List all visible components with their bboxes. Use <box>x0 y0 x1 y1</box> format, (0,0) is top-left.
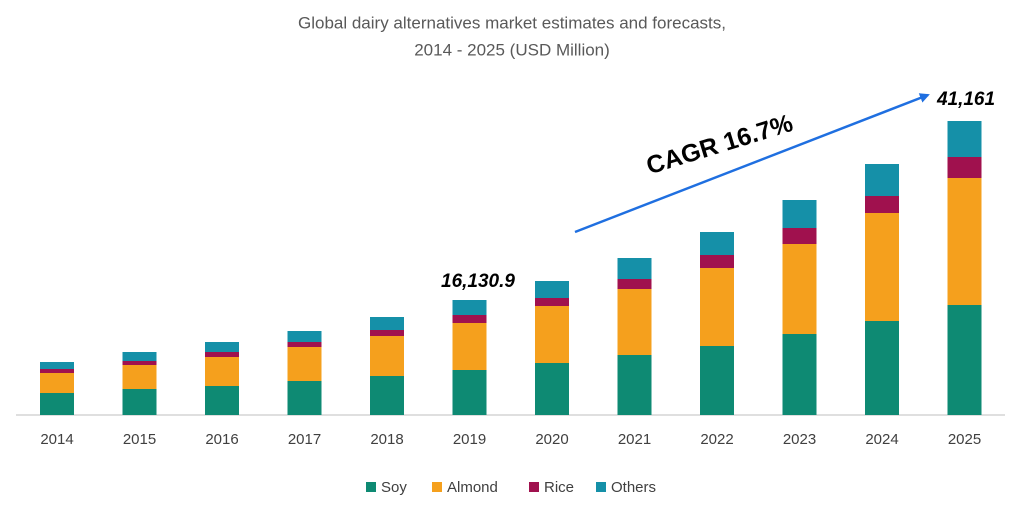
legend-label: Rice <box>544 479 574 496</box>
bar-segment <box>535 281 569 298</box>
x-tick-label: 2017 <box>288 431 321 448</box>
x-tick-label: 2025 <box>948 431 981 448</box>
cagr-label: CAGR 16.7% <box>643 109 796 180</box>
annotation: 16,130.9 <box>441 271 515 292</box>
cagr-arrow <box>574 93 930 234</box>
bar-segment <box>617 279 652 289</box>
chart-title: 2014 - 2025 (USD Million) <box>414 40 610 59</box>
bar-segment <box>782 244 817 334</box>
annotation: 41,161 <box>936 89 995 110</box>
bar-segment <box>370 330 404 336</box>
bar-segment <box>535 363 569 415</box>
legend-swatch <box>366 482 376 492</box>
bar-segment <box>370 336 404 376</box>
bar-segment <box>40 393 74 415</box>
bar-segment <box>865 321 899 415</box>
bar-segment <box>122 365 157 389</box>
legend: Soy Almond Rice Others <box>366 479 656 496</box>
bar-segment <box>122 389 157 415</box>
bar-segment <box>287 347 322 381</box>
bar-segment <box>700 255 734 268</box>
bar-segment <box>40 373 74 393</box>
x-tick-label: 2020 <box>535 431 568 448</box>
bar-segment <box>287 342 322 347</box>
bar-segment <box>122 352 157 361</box>
bar-segment <box>205 342 239 352</box>
x-tick-label: 2014 <box>40 431 73 448</box>
bar-segment <box>370 376 404 415</box>
x-tick-label: 2016 <box>205 431 238 448</box>
bar-segment <box>452 300 487 315</box>
bar-segment <box>452 315 487 323</box>
bar-segment <box>287 381 322 415</box>
x-tick-label: 2022 <box>700 431 733 448</box>
bar-segment <box>947 121 982 157</box>
x-tick-label: 2019 <box>453 431 486 448</box>
legend-swatch <box>529 482 539 492</box>
bar-segment <box>782 200 817 228</box>
bar-segment <box>287 331 322 342</box>
legend-swatch <box>596 482 606 492</box>
legend-label: Soy <box>381 479 407 496</box>
bar-segment <box>865 164 899 196</box>
bar-segment <box>617 355 652 415</box>
bar-segment <box>700 232 734 255</box>
legend-label: Others <box>611 479 656 496</box>
bar-segment <box>617 258 652 279</box>
bar-segment <box>40 362 74 369</box>
x-tick-label: 2024 <box>865 431 898 448</box>
bar-segment <box>947 157 982 178</box>
bar-segment <box>782 228 817 244</box>
legend-label: Almond <box>447 479 498 496</box>
legend-swatch <box>432 482 442 492</box>
x-tick-label: 2018 <box>370 431 403 448</box>
bar-segment <box>617 289 652 355</box>
bar-segment <box>865 213 899 321</box>
x-tick-label: 2023 <box>783 431 816 448</box>
bar-segment <box>535 306 569 363</box>
bar-segment <box>452 370 487 415</box>
bar-segment <box>535 298 569 306</box>
bar-segment <box>122 361 157 365</box>
bar-segment <box>205 386 239 415</box>
bar-segment <box>700 346 734 415</box>
chart-title: Global dairy alternatives market estimat… <box>298 13 726 32</box>
bar-segment <box>865 196 899 213</box>
x-tick-label: 2021 <box>618 431 651 448</box>
bar-segment <box>205 352 239 357</box>
bar-segment <box>700 268 734 346</box>
x-tick-label: 2015 <box>123 431 156 448</box>
bar-segment <box>947 305 982 415</box>
bar-segment <box>947 178 982 305</box>
bar-segment <box>205 357 239 386</box>
bar-segment <box>452 323 487 370</box>
bar-segment <box>782 334 817 415</box>
bar-segment <box>40 369 74 373</box>
bar-segment <box>370 317 404 330</box>
